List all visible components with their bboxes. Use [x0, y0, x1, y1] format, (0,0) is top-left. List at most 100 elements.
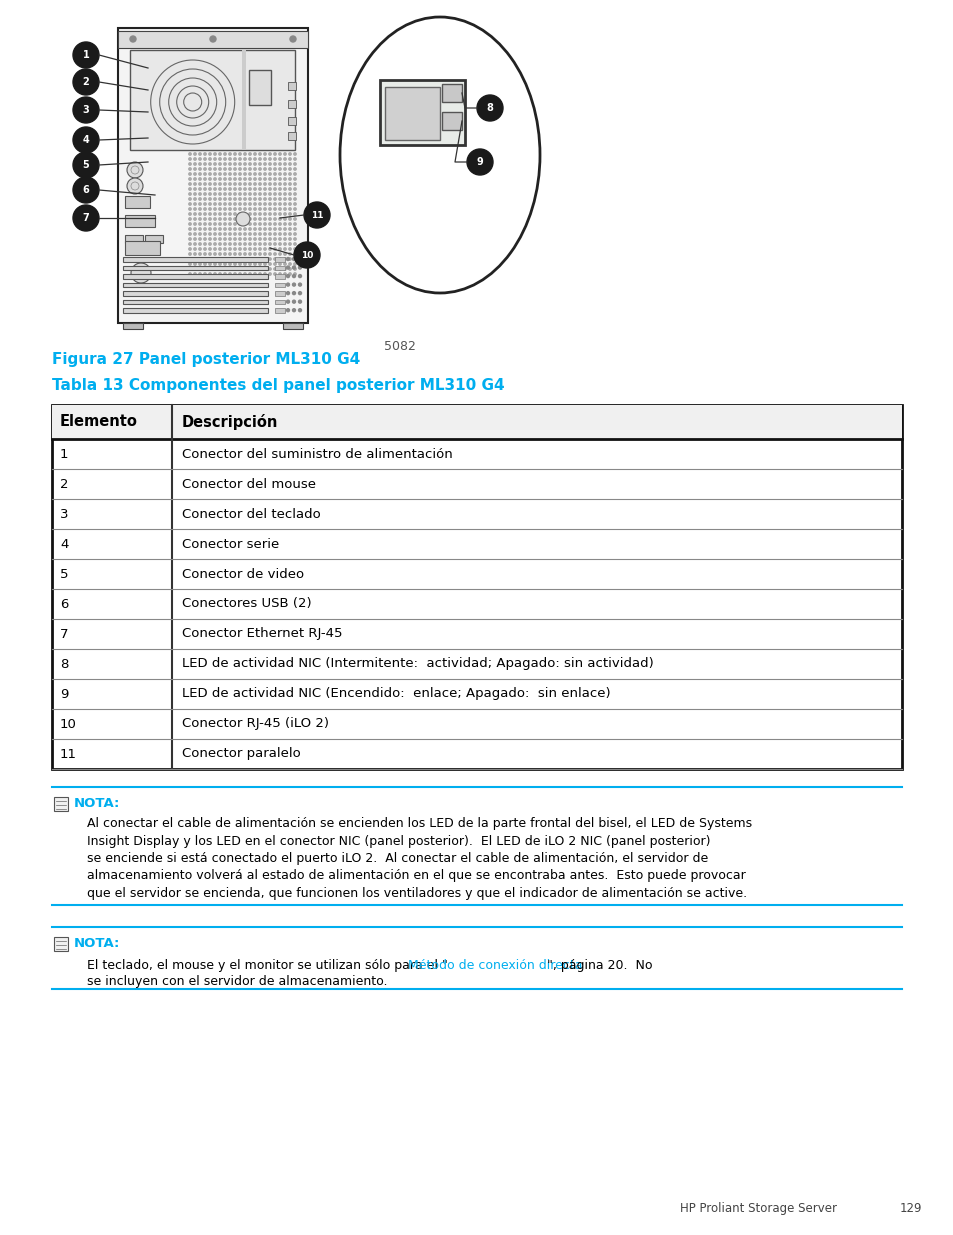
- Circle shape: [213, 188, 216, 190]
- Circle shape: [233, 163, 236, 165]
- Circle shape: [298, 266, 301, 269]
- Text: Conector RJ-45 (iLO 2): Conector RJ-45 (iLO 2): [182, 718, 329, 730]
- Circle shape: [198, 248, 201, 251]
- Circle shape: [209, 188, 211, 190]
- Circle shape: [289, 153, 291, 156]
- Circle shape: [258, 263, 261, 266]
- Circle shape: [213, 258, 216, 261]
- Circle shape: [198, 258, 201, 261]
- Circle shape: [198, 233, 201, 235]
- Bar: [385, 86, 439, 140]
- Circle shape: [224, 198, 226, 200]
- Circle shape: [233, 268, 236, 270]
- Circle shape: [233, 168, 236, 170]
- Circle shape: [253, 243, 256, 246]
- Circle shape: [218, 158, 221, 161]
- Circle shape: [229, 233, 231, 235]
- Circle shape: [264, 273, 266, 275]
- Circle shape: [209, 153, 211, 156]
- Circle shape: [198, 178, 201, 180]
- Circle shape: [249, 227, 251, 230]
- Circle shape: [249, 193, 251, 195]
- Circle shape: [189, 203, 191, 205]
- Circle shape: [294, 198, 295, 200]
- Text: Tabla 13 Componentes del panel posterior ML310 G4: Tabla 13 Componentes del panel posterior…: [52, 378, 504, 393]
- Circle shape: [249, 263, 251, 266]
- Circle shape: [218, 207, 221, 210]
- Circle shape: [258, 258, 261, 261]
- Circle shape: [229, 253, 231, 256]
- Circle shape: [224, 168, 226, 170]
- Circle shape: [294, 153, 295, 156]
- Circle shape: [244, 258, 246, 261]
- Bar: [274, 274, 285, 279]
- Bar: [283, 324, 303, 329]
- Circle shape: [249, 258, 251, 261]
- Circle shape: [289, 193, 291, 195]
- Circle shape: [269, 227, 271, 230]
- Circle shape: [269, 263, 271, 266]
- Circle shape: [249, 207, 251, 210]
- Circle shape: [258, 207, 261, 210]
- Circle shape: [249, 168, 251, 170]
- Circle shape: [204, 163, 206, 165]
- Circle shape: [209, 222, 211, 225]
- Circle shape: [286, 266, 289, 269]
- Circle shape: [224, 212, 226, 215]
- Circle shape: [238, 243, 241, 246]
- Circle shape: [298, 291, 301, 295]
- Text: 9: 9: [60, 688, 69, 700]
- Circle shape: [253, 258, 256, 261]
- Circle shape: [278, 153, 281, 156]
- Circle shape: [244, 233, 246, 235]
- Bar: [123, 324, 143, 329]
- Circle shape: [286, 300, 289, 303]
- Circle shape: [283, 178, 286, 180]
- Circle shape: [274, 188, 276, 190]
- Circle shape: [193, 193, 196, 195]
- Circle shape: [294, 243, 295, 246]
- Circle shape: [467, 149, 493, 175]
- Circle shape: [289, 227, 291, 230]
- Circle shape: [283, 207, 286, 210]
- Circle shape: [249, 173, 251, 175]
- Circle shape: [274, 163, 276, 165]
- Circle shape: [233, 233, 236, 235]
- Text: 8: 8: [486, 103, 493, 112]
- Circle shape: [229, 227, 231, 230]
- Circle shape: [258, 238, 261, 240]
- Circle shape: [218, 253, 221, 256]
- Circle shape: [294, 188, 295, 190]
- Circle shape: [249, 248, 251, 251]
- Circle shape: [198, 273, 201, 275]
- Circle shape: [269, 273, 271, 275]
- Circle shape: [294, 178, 295, 180]
- Bar: [145, 235, 163, 243]
- Text: Conector Ethernet RJ-45: Conector Ethernet RJ-45: [182, 627, 342, 641]
- Circle shape: [294, 263, 295, 266]
- Circle shape: [209, 263, 211, 266]
- Circle shape: [283, 168, 286, 170]
- Circle shape: [229, 163, 231, 165]
- Circle shape: [218, 243, 221, 246]
- Bar: [52, 405, 901, 438]
- Circle shape: [253, 212, 256, 215]
- Circle shape: [283, 222, 286, 225]
- Circle shape: [233, 153, 236, 156]
- Circle shape: [233, 183, 236, 185]
- Circle shape: [209, 178, 211, 180]
- Circle shape: [253, 263, 256, 266]
- Circle shape: [264, 193, 266, 195]
- Circle shape: [294, 217, 295, 220]
- Circle shape: [294, 203, 295, 205]
- Circle shape: [210, 36, 215, 42]
- Circle shape: [213, 268, 216, 270]
- Circle shape: [244, 173, 246, 175]
- Circle shape: [224, 217, 226, 220]
- Circle shape: [218, 222, 221, 225]
- Circle shape: [229, 212, 231, 215]
- Circle shape: [193, 227, 196, 230]
- Circle shape: [193, 153, 196, 156]
- Text: 3: 3: [83, 105, 90, 115]
- Circle shape: [258, 203, 261, 205]
